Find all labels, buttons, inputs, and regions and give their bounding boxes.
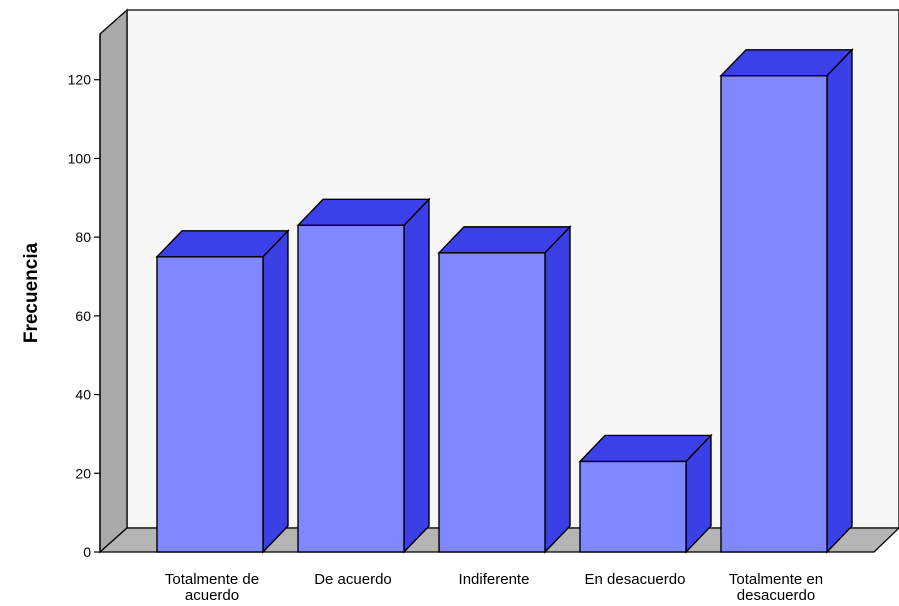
y-tick-label: 100 (68, 150, 92, 166)
bar-side-face (262, 229, 289, 554)
bar-front-face (297, 224, 405, 553)
bar (719, 48, 854, 554)
bar-front-face (720, 75, 828, 553)
y-tick-label: 0 (83, 544, 91, 560)
bar-side-face (544, 225, 571, 554)
bar-side-face (826, 48, 853, 554)
side-wall (99, 8, 128, 554)
x-category-label: Indiferente (459, 571, 530, 588)
bar-side-face (403, 197, 430, 554)
y-tick-label: 60 (75, 308, 91, 324)
bar-front-face (156, 256, 264, 553)
bar-front-face (438, 252, 546, 553)
x-category-label: De acuerdo (314, 571, 392, 588)
x-category-label: Totalmente de acuerdo (165, 571, 259, 604)
bar (296, 197, 431, 554)
bar (155, 229, 290, 554)
bar (578, 433, 713, 554)
x-category-label: En desacuerdo (585, 571, 686, 588)
y-tick-label: 20 (75, 465, 91, 481)
x-category-label: Totalmente en desacuerdo (729, 571, 823, 604)
y-tick-label: 80 (75, 229, 91, 245)
y-axis-ticks: 0 20 40 60 80 100 120 (68, 72, 100, 560)
bars (155, 48, 854, 554)
bar (437, 225, 572, 554)
y-axis-title: Frecuencia (21, 242, 42, 343)
y-tick-label: 120 (68, 72, 92, 88)
y-tick-label: 40 (75, 387, 91, 403)
bar-front-face (579, 460, 687, 553)
x-axis-category-labels: Totalmente de acuerdo De acuerdo Indiferent… (165, 571, 823, 604)
